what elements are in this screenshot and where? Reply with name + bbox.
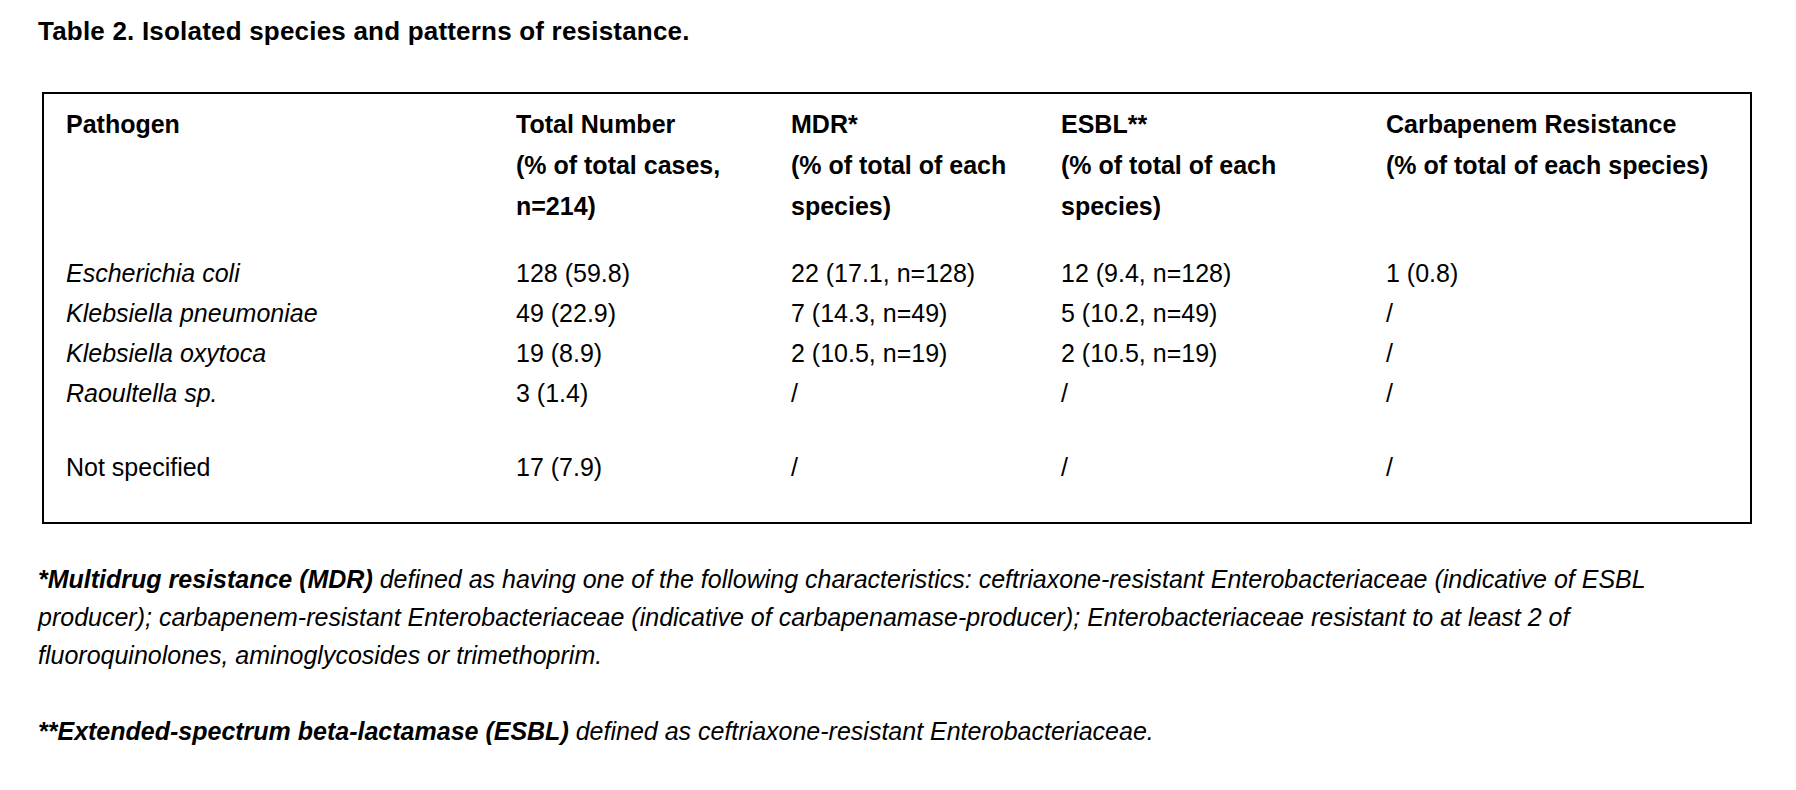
table-row: Not specified 17 (7.9) / / /	[66, 447, 1732, 487]
table-row: Escherichia coli 128 (59.8) 22 (17.1, n=…	[66, 253, 1732, 293]
footnote-esbl-body: defined as ceftriaxone-resistant Enterob…	[569, 717, 1154, 745]
column-header-total-number: Total Number (% of total cases, n=214)	[516, 104, 791, 227]
column-header-label: Carbapenem Resistance	[1386, 104, 1718, 145]
footnote-mdr-lead: *Multidrug resistance (MDR)	[38, 565, 373, 593]
table-caption: Table 2. Isolated species and patterns o…	[38, 16, 690, 47]
pathogen-name: Klebsiella pneumoniae	[66, 293, 516, 333]
esbl-value: /	[1061, 447, 1386, 487]
carbapenem-value: /	[1386, 373, 1732, 413]
pathogen-name: Klebsiella oxytoca	[66, 333, 516, 373]
esbl-value: /	[1061, 373, 1386, 413]
mdr-value: 2 (10.5, n=19)	[791, 333, 1061, 373]
esbl-value: 5 (10.2, n=49)	[1061, 293, 1386, 333]
footnote-esbl-definition: **Extended-spectrum beta-lactamase (ESBL…	[38, 712, 1748, 750]
total-number-value: 17 (7.9)	[516, 447, 791, 487]
column-header-subtext: (% of total of each species)	[1386, 145, 1718, 186]
column-header-label: Total Number	[516, 104, 777, 145]
esbl-value: 12 (9.4, n=128)	[1061, 253, 1386, 293]
carbapenem-value: /	[1386, 333, 1732, 373]
document-page: Table 2. Isolated species and patterns o…	[0, 0, 1796, 790]
column-header-mdr: MDR* (% of total of each species)	[791, 104, 1061, 227]
column-header-label: MDR*	[791, 104, 1047, 145]
column-header-subtext: (% of total of each species)	[1061, 145, 1372, 227]
footnote-esbl-lead: **Extended-spectrum beta-lactamase (ESBL…	[38, 717, 569, 745]
column-header-esbl: ESBL** (% of total of each species)	[1061, 104, 1386, 227]
column-header-subtext: (% of total of each species)	[791, 145, 1047, 227]
pathogen-name: Raoultella sp.	[66, 373, 516, 413]
total-number-value: 3 (1.4)	[516, 373, 791, 413]
total-number-value: 19 (8.9)	[516, 333, 791, 373]
total-number-value: 128 (59.8)	[516, 253, 791, 293]
mdr-value: 22 (17.1, n=128)	[791, 253, 1061, 293]
column-header-label: Pathogen	[66, 104, 502, 145]
table-row: Raoultella sp. 3 (1.4) / / /	[66, 373, 1732, 413]
mdr-value: /	[791, 373, 1061, 413]
table-row: Klebsiella pneumoniae 49 (22.9) 7 (14.3,…	[66, 293, 1732, 333]
carbapenem-value: 1 (0.8)	[1386, 253, 1732, 293]
column-header-carbapenem-resistance: Carbapenem Resistance (% of total of eac…	[1386, 104, 1732, 227]
carbapenem-value: /	[1386, 293, 1732, 333]
esbl-value: 2 (10.5, n=19)	[1061, 333, 1386, 373]
column-header-subtext: (% of total cases, n=214)	[516, 145, 777, 227]
mdr-value: /	[791, 447, 1061, 487]
resistance-table: Pathogen Total Number (% of total cases,…	[42, 92, 1752, 524]
carbapenem-value: /	[1386, 447, 1732, 487]
column-header-pathogen: Pathogen	[66, 104, 516, 227]
table-spacer-row	[66, 413, 1732, 447]
table-header-row: Pathogen Total Number (% of total cases,…	[66, 104, 1732, 227]
total-number-value: 49 (22.9)	[516, 293, 791, 333]
table-row: Klebsiella oxytoca 19 (8.9) 2 (10.5, n=1…	[66, 333, 1732, 373]
mdr-value: 7 (14.3, n=49)	[791, 293, 1061, 333]
footnotes-section: *Multidrug resistance (MDR) defined as h…	[38, 560, 1748, 788]
footnote-mdr-definition: *Multidrug resistance (MDR) defined as h…	[38, 560, 1748, 674]
column-header-label: ESBL**	[1061, 104, 1372, 145]
pathogen-name: Escherichia coli	[66, 253, 516, 293]
pathogen-name: Not specified	[66, 447, 516, 487]
